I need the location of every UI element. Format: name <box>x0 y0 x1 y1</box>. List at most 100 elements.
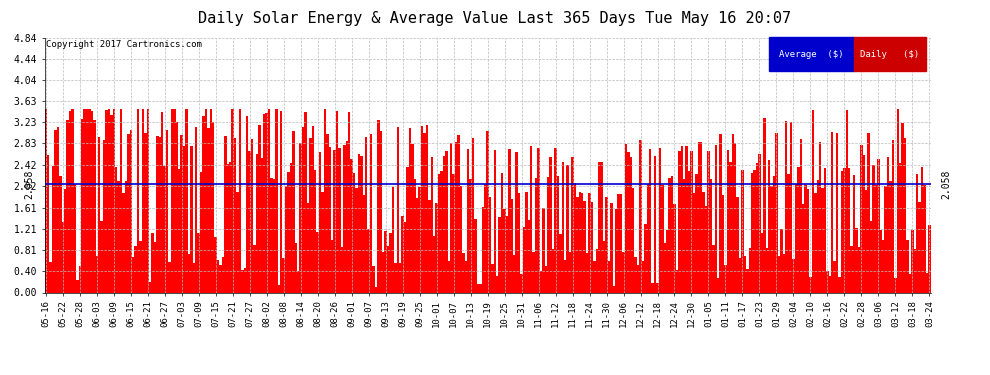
Bar <box>479 284 481 292</box>
Bar <box>319 153 322 292</box>
Bar <box>746 269 748 292</box>
Bar <box>841 171 843 292</box>
Bar <box>887 157 889 292</box>
Bar <box>428 200 431 292</box>
Bar <box>867 134 870 292</box>
Bar <box>443 156 446 292</box>
Bar <box>824 168 827 292</box>
Bar <box>265 113 268 292</box>
Bar <box>151 232 153 292</box>
Bar <box>441 171 443 292</box>
Bar <box>98 137 100 292</box>
Bar <box>280 111 282 292</box>
Bar <box>331 240 334 292</box>
Bar <box>91 111 93 292</box>
Bar <box>769 38 853 70</box>
Bar <box>615 209 618 292</box>
Bar <box>108 109 110 292</box>
Bar <box>501 173 503 292</box>
Bar <box>419 187 421 292</box>
Bar <box>770 186 773 292</box>
Bar <box>51 166 54 292</box>
Bar <box>666 230 668 292</box>
Bar <box>185 109 188 292</box>
Bar <box>304 112 307 292</box>
Bar <box>232 109 234 292</box>
Bar <box>227 164 229 292</box>
Bar <box>392 188 394 292</box>
Bar <box>644 224 646 292</box>
Bar <box>646 184 649 292</box>
Bar <box>700 142 703 292</box>
Bar <box>904 138 906 292</box>
Bar <box>727 150 729 292</box>
Bar <box>586 253 588 292</box>
Bar <box>526 192 528 292</box>
Bar <box>263 114 265 292</box>
Bar <box>748 248 751 292</box>
Bar <box>566 165 569 292</box>
Bar <box>215 237 217 292</box>
Bar <box>543 209 545 292</box>
Bar <box>581 193 583 292</box>
Bar <box>295 243 297 292</box>
Bar <box>739 258 742 292</box>
Bar <box>426 125 428 292</box>
Bar <box>314 170 317 292</box>
Bar <box>668 177 671 292</box>
Bar <box>105 110 108 292</box>
Bar <box>389 233 392 292</box>
Bar <box>673 204 676 292</box>
Bar <box>695 174 698 292</box>
Bar <box>270 178 272 292</box>
Bar <box>175 122 178 292</box>
Bar <box>56 127 59 292</box>
Text: Daily Solar Energy & Average Value Last 365 Days Tue May 16 20:07: Daily Solar Energy & Average Value Last … <box>198 11 792 26</box>
Bar <box>486 131 489 292</box>
Bar <box>530 146 533 292</box>
Bar <box>285 186 287 292</box>
Bar <box>737 197 739 292</box>
Text: 2.058: 2.058 <box>24 170 34 199</box>
Bar <box>576 197 578 292</box>
Bar <box>200 172 202 292</box>
Bar <box>853 175 855 292</box>
Bar <box>86 109 88 292</box>
Bar <box>753 170 755 292</box>
Bar <box>95 256 98 292</box>
Bar <box>715 145 717 292</box>
Bar <box>569 252 571 292</box>
Bar <box>452 174 454 292</box>
Bar <box>872 165 875 292</box>
Bar <box>843 168 845 292</box>
Bar <box>360 156 362 292</box>
Bar <box>538 148 540 292</box>
Bar <box>217 260 220 292</box>
Bar <box>454 142 457 292</box>
Bar <box>683 179 685 292</box>
Bar <box>627 152 630 292</box>
Bar <box>839 278 841 292</box>
Bar <box>207 128 210 292</box>
Bar <box>574 183 576 292</box>
Bar <box>836 133 839 292</box>
Bar <box>598 162 601 292</box>
Bar <box>503 209 506 292</box>
Bar <box>438 174 441 292</box>
Bar <box>272 179 275 292</box>
Bar <box>489 197 491 292</box>
Bar <box>113 109 115 292</box>
Bar <box>814 194 817 292</box>
Text: Average  ($): Average ($) <box>779 50 843 58</box>
Bar <box>239 109 242 292</box>
Bar <box>137 109 140 292</box>
Bar <box>725 265 727 292</box>
Bar <box>69 111 71 292</box>
Bar <box>142 109 145 292</box>
Bar <box>491 264 494 292</box>
Bar <box>632 188 635 292</box>
Bar <box>370 134 372 292</box>
Bar <box>205 109 207 292</box>
Bar <box>66 120 69 292</box>
Bar <box>916 174 919 292</box>
